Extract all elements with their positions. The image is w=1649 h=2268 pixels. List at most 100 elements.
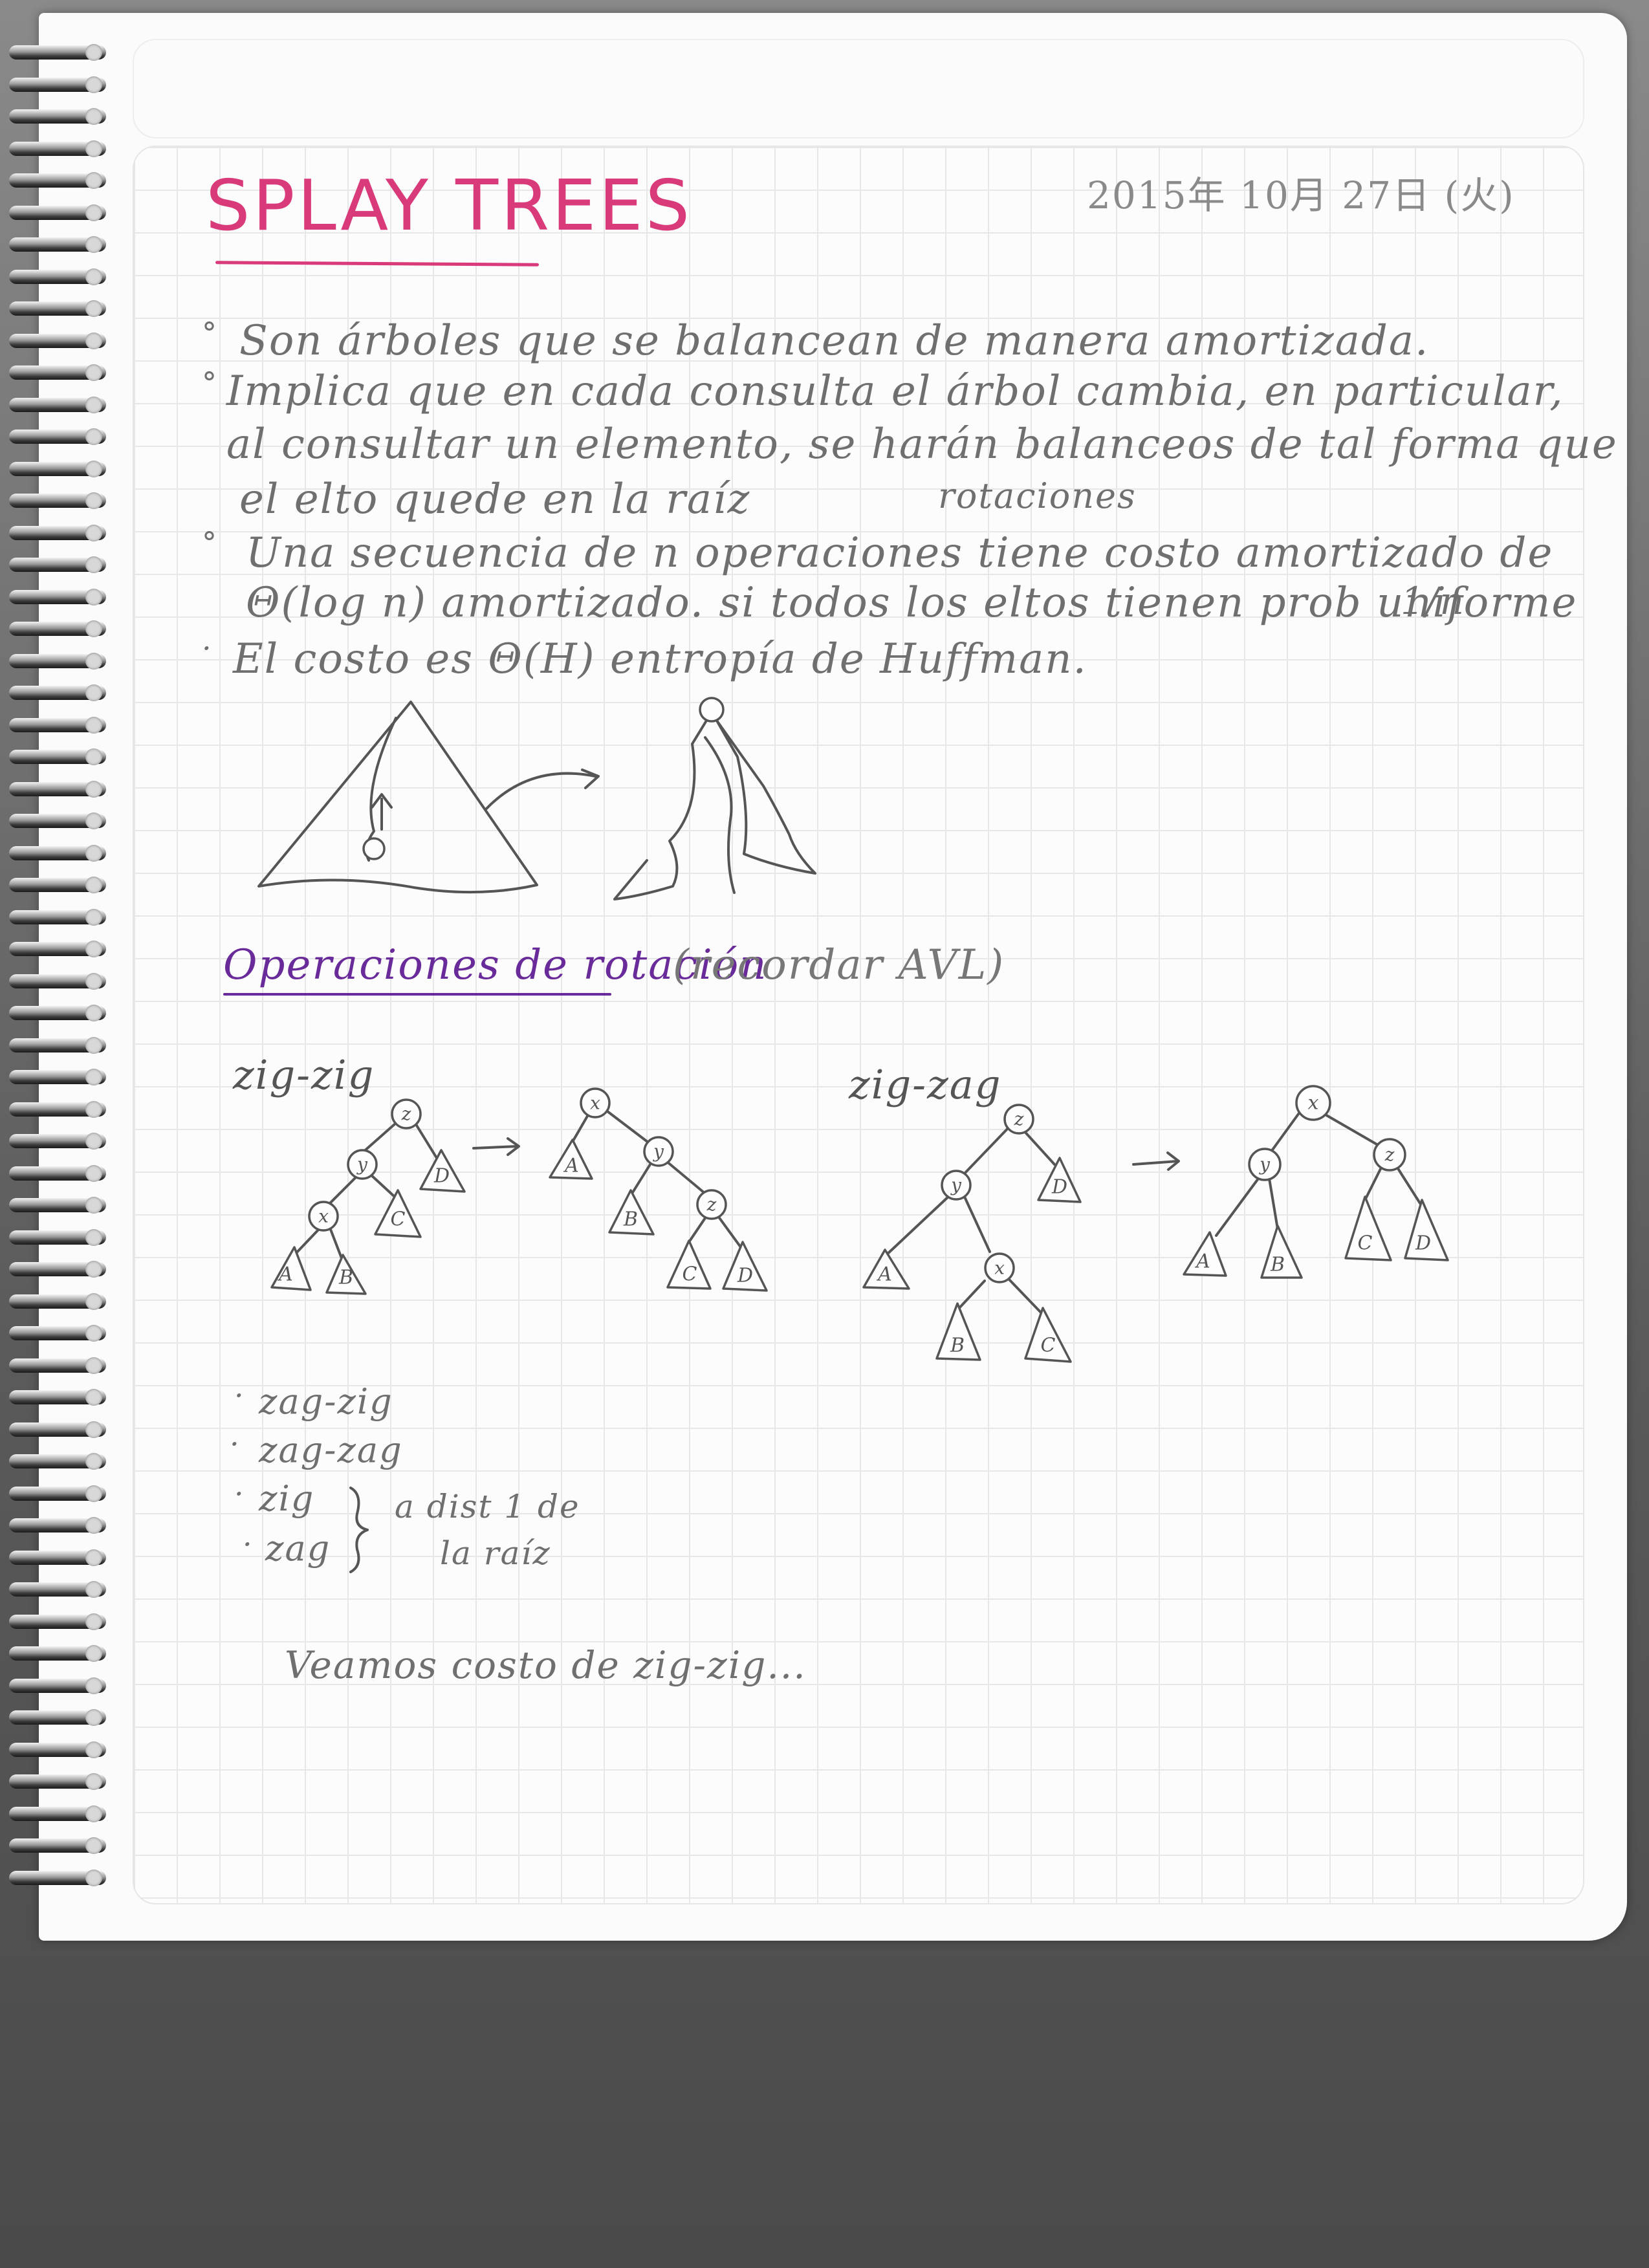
punch-hole (85, 588, 102, 605)
node-label: y (356, 1154, 368, 1175)
punch-hole (85, 1517, 102, 1534)
case-marker: · (230, 1426, 241, 1461)
leaf (1024, 1307, 1072, 1363)
spiral-ring (9, 1390, 106, 1404)
node (580, 1087, 611, 1118)
punch-hole (85, 76, 102, 93)
spiral-ring (9, 430, 106, 444)
leaf-label: A (563, 1155, 579, 1177)
leaf (270, 1246, 312, 1291)
bullet-line: El costo es Θ(H) entropía de Huffman. (233, 635, 1087, 683)
leaf-label: A (876, 1263, 892, 1286)
spiral-ring (9, 1358, 106, 1373)
spiral-ring (9, 1038, 106, 1052)
leaf-label: D (1051, 1176, 1067, 1199)
leaf-label: A (277, 1263, 293, 1286)
spiral-ring (9, 1006, 106, 1020)
spiral-ring (9, 1710, 106, 1725)
spiral-ring (9, 1838, 106, 1853)
spiral-ring (9, 1678, 106, 1693)
leaf-label: D (737, 1265, 753, 1287)
spiral-ring (9, 45, 106, 60)
spiral-ring (9, 1774, 106, 1789)
rotations-note: (recordar AVL) (673, 941, 1005, 989)
node-label: y (652, 1141, 664, 1162)
punch-hole (85, 1453, 102, 1470)
punch-hole (85, 1005, 102, 1021)
spiral-ring (9, 1198, 106, 1212)
node (1003, 1104, 1034, 1135)
spiral-ring (9, 717, 106, 732)
zigzig-label: zig-zig (233, 1051, 375, 1098)
spiral-ring (9, 1422, 106, 1437)
punch-hole (85, 1100, 102, 1118)
footer-note: Veamos costo de zig-zig... (285, 1643, 807, 1687)
leaf (1344, 1195, 1392, 1261)
punch-hole (85, 428, 102, 445)
punch-hole (85, 332, 102, 349)
case-marker: · (243, 1527, 254, 1562)
punch-hole (85, 1069, 102, 1085)
spiral-ring (9, 1166, 106, 1181)
punch-hole (85, 140, 102, 157)
zigzig-before-tree: z y x A B C D (270, 1098, 466, 1295)
punch-hole (85, 1581, 102, 1598)
leaf (325, 1254, 367, 1295)
spiral-ring (9, 1134, 106, 1148)
punch-hole (85, 204, 102, 221)
punch-hole (85, 1421, 102, 1438)
punch-hole (85, 1837, 102, 1854)
punch-hole (85, 524, 102, 541)
punch-hole (85, 172, 102, 189)
spiral-ring (9, 781, 106, 796)
node-label: x (1308, 1092, 1319, 1115)
punch-hole (85, 556, 102, 573)
spiral-ring (9, 494, 106, 508)
rotations-heading-underline (223, 993, 611, 996)
spiral-ring (9, 1486, 106, 1501)
spiral-ring (9, 1646, 106, 1661)
punch-hole (85, 1292, 102, 1310)
spiral-ring (9, 910, 106, 924)
annotation-uniform-prob: 1/n (1401, 579, 1465, 623)
node (696, 1189, 727, 1220)
spiral-ring (9, 141, 106, 156)
leaf-label: C (1041, 1335, 1056, 1357)
punch-hole (85, 1645, 102, 1662)
node (391, 1098, 422, 1129)
case-note-line: la raíz (440, 1534, 551, 1572)
spiral-ring (9, 1326, 106, 1340)
punch-hole (85, 684, 102, 701)
bullet-marker: ° (202, 316, 218, 351)
punch-hole (85, 1709, 102, 1726)
punch-hole (85, 652, 102, 670)
punch-hole (85, 300, 102, 317)
punch-hole (85, 1677, 102, 1694)
bullet-line: el elto quede en la raíz (239, 475, 751, 523)
punch-hole (85, 716, 102, 734)
punch-hole (85, 908, 102, 926)
bullet-marker: ° (202, 365, 218, 400)
spiral-ring (9, 558, 106, 572)
bullet-marker: · (202, 631, 213, 666)
punch-hole (85, 44, 102, 61)
node (1248, 1148, 1282, 1181)
zigzag-arrow (1132, 1160, 1179, 1166)
leaf (722, 1241, 768, 1292)
punch-hole (85, 972, 102, 990)
spiral-ring (9, 461, 106, 476)
node (347, 1149, 378, 1180)
bullet-line: Implica que en cada consulta el árbol ca… (226, 367, 1564, 415)
spiral-ring (9, 173, 106, 188)
leaf (1037, 1157, 1082, 1203)
spiral-ring (9, 237, 106, 252)
punch-hole (85, 268, 102, 285)
spiral-ring (9, 365, 106, 380)
punch-hole (85, 1549, 102, 1566)
spiral-ring (9, 525, 106, 540)
punch-hole (85, 1164, 102, 1182)
leaf (374, 1189, 422, 1238)
leaf (862, 1248, 910, 1290)
spiral-ring (9, 1518, 106, 1532)
